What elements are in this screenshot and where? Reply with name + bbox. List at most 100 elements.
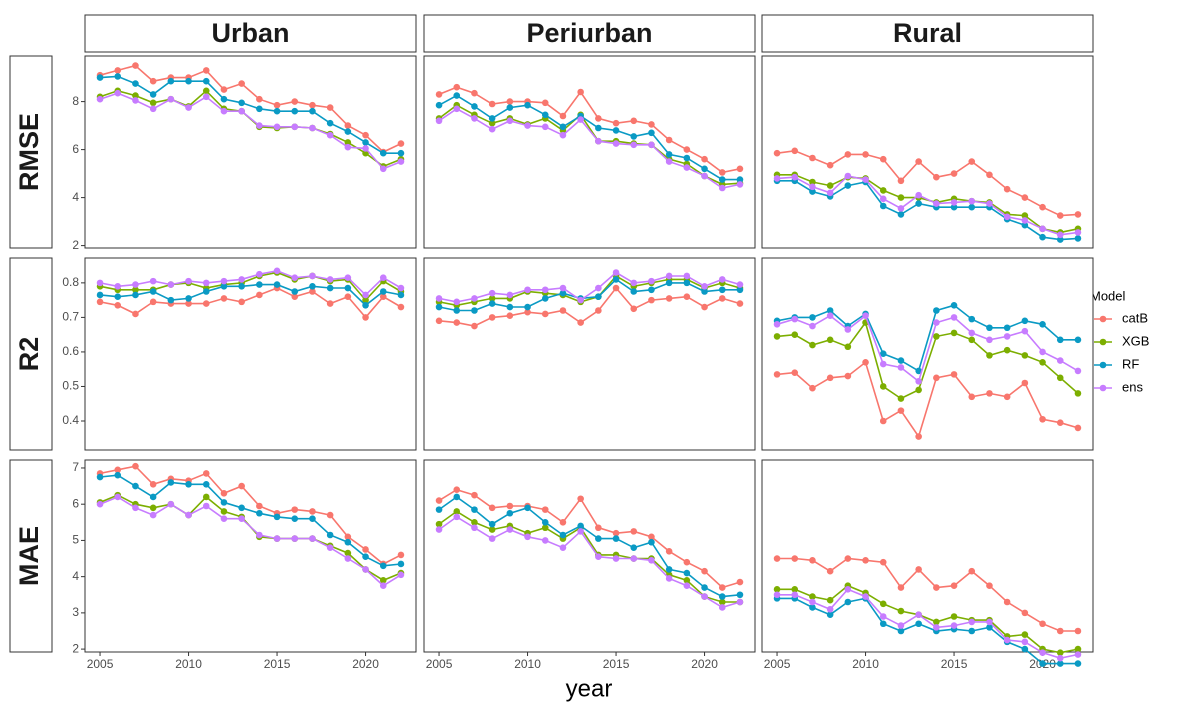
data-point <box>559 123 567 131</box>
data-point <box>1039 649 1046 657</box>
data-point <box>541 537 549 544</box>
data-point <box>471 519 478 526</box>
data-point <box>362 145 369 152</box>
data-point <box>488 520 496 528</box>
data-point <box>488 119 496 127</box>
data-point <box>1056 419 1064 427</box>
data-point <box>736 281 744 288</box>
data-point <box>1003 185 1011 193</box>
data-point <box>273 535 281 542</box>
data-point <box>986 352 993 359</box>
data-point <box>202 288 210 295</box>
data-point <box>362 296 369 304</box>
data-point <box>648 141 655 149</box>
data-point <box>185 77 192 85</box>
data-point <box>879 600 887 608</box>
y-tick-label: 4 <box>72 569 79 583</box>
data-point <box>309 515 316 522</box>
data-point <box>114 471 122 479</box>
data-point <box>612 276 620 283</box>
data-point <box>524 308 531 316</box>
data-point <box>701 593 708 600</box>
data-point <box>701 283 708 290</box>
data-point <box>149 91 157 98</box>
data-point <box>435 506 443 513</box>
data-point <box>718 276 726 283</box>
x-tick-label: 2015 <box>941 657 968 671</box>
data-point <box>950 582 958 590</box>
data-point <box>149 493 157 501</box>
data-point <box>665 272 673 280</box>
data-point <box>362 291 369 299</box>
data-point <box>397 560 405 568</box>
data-point <box>1039 348 1046 356</box>
data-point <box>718 286 726 294</box>
data-point <box>630 117 638 125</box>
data-point <box>559 284 567 292</box>
data-point <box>185 511 192 519</box>
data-point <box>132 291 139 299</box>
data-point <box>114 293 122 300</box>
data-point <box>844 182 852 189</box>
data-point <box>309 288 316 295</box>
data-point <box>256 105 263 113</box>
data-point <box>915 386 922 394</box>
data-point <box>577 528 584 535</box>
data-point <box>986 624 993 631</box>
data-point <box>1003 324 1011 332</box>
data-point <box>701 584 708 591</box>
data-point <box>791 315 799 323</box>
data-point <box>595 307 602 314</box>
data-point <box>1074 336 1082 344</box>
data-point <box>326 276 334 283</box>
data-point <box>826 611 834 618</box>
data-point <box>933 584 940 591</box>
data-point <box>1039 225 1046 233</box>
data-point <box>950 170 958 177</box>
data-point <box>326 131 334 139</box>
data-point <box>950 314 958 321</box>
data-point <box>397 551 405 559</box>
data-point <box>648 538 655 546</box>
data-point <box>149 77 157 85</box>
data-point <box>630 555 638 562</box>
data-point <box>326 531 334 539</box>
series-line <box>776 314 1079 383</box>
x-tick-label: 2005 <box>87 657 114 671</box>
data-point <box>488 100 496 108</box>
y-tick-label: 5 <box>72 533 79 547</box>
data-point <box>1056 212 1064 219</box>
data-point <box>344 128 352 135</box>
data-point <box>309 508 316 515</box>
data-point <box>114 493 122 501</box>
data-point <box>648 277 655 285</box>
data-point <box>1003 636 1011 644</box>
data-point <box>826 189 834 197</box>
data-point <box>986 582 993 590</box>
data-point <box>718 169 726 176</box>
data-point <box>435 497 443 504</box>
data-point <box>524 533 531 541</box>
data-point <box>844 586 852 593</box>
data-point <box>773 555 781 562</box>
data-point <box>683 164 691 171</box>
data-point <box>683 293 691 300</box>
data-point <box>291 506 299 513</box>
data-point <box>791 147 799 155</box>
row-strip-label: RMSE <box>14 113 44 191</box>
data-point <box>595 293 602 300</box>
data-point <box>506 98 514 105</box>
data-point <box>718 598 726 606</box>
data-point <box>114 67 122 74</box>
data-point <box>220 499 228 506</box>
data-point <box>541 111 549 119</box>
data-point <box>809 154 816 162</box>
data-point <box>718 593 726 600</box>
data-point <box>291 293 299 300</box>
x-tick-label: 2005 <box>764 657 791 671</box>
data-point <box>718 584 726 591</box>
data-point <box>273 101 281 109</box>
y-tick-label: 0.5 <box>62 379 79 393</box>
data-point <box>291 274 299 281</box>
legend-point <box>1099 361 1107 369</box>
